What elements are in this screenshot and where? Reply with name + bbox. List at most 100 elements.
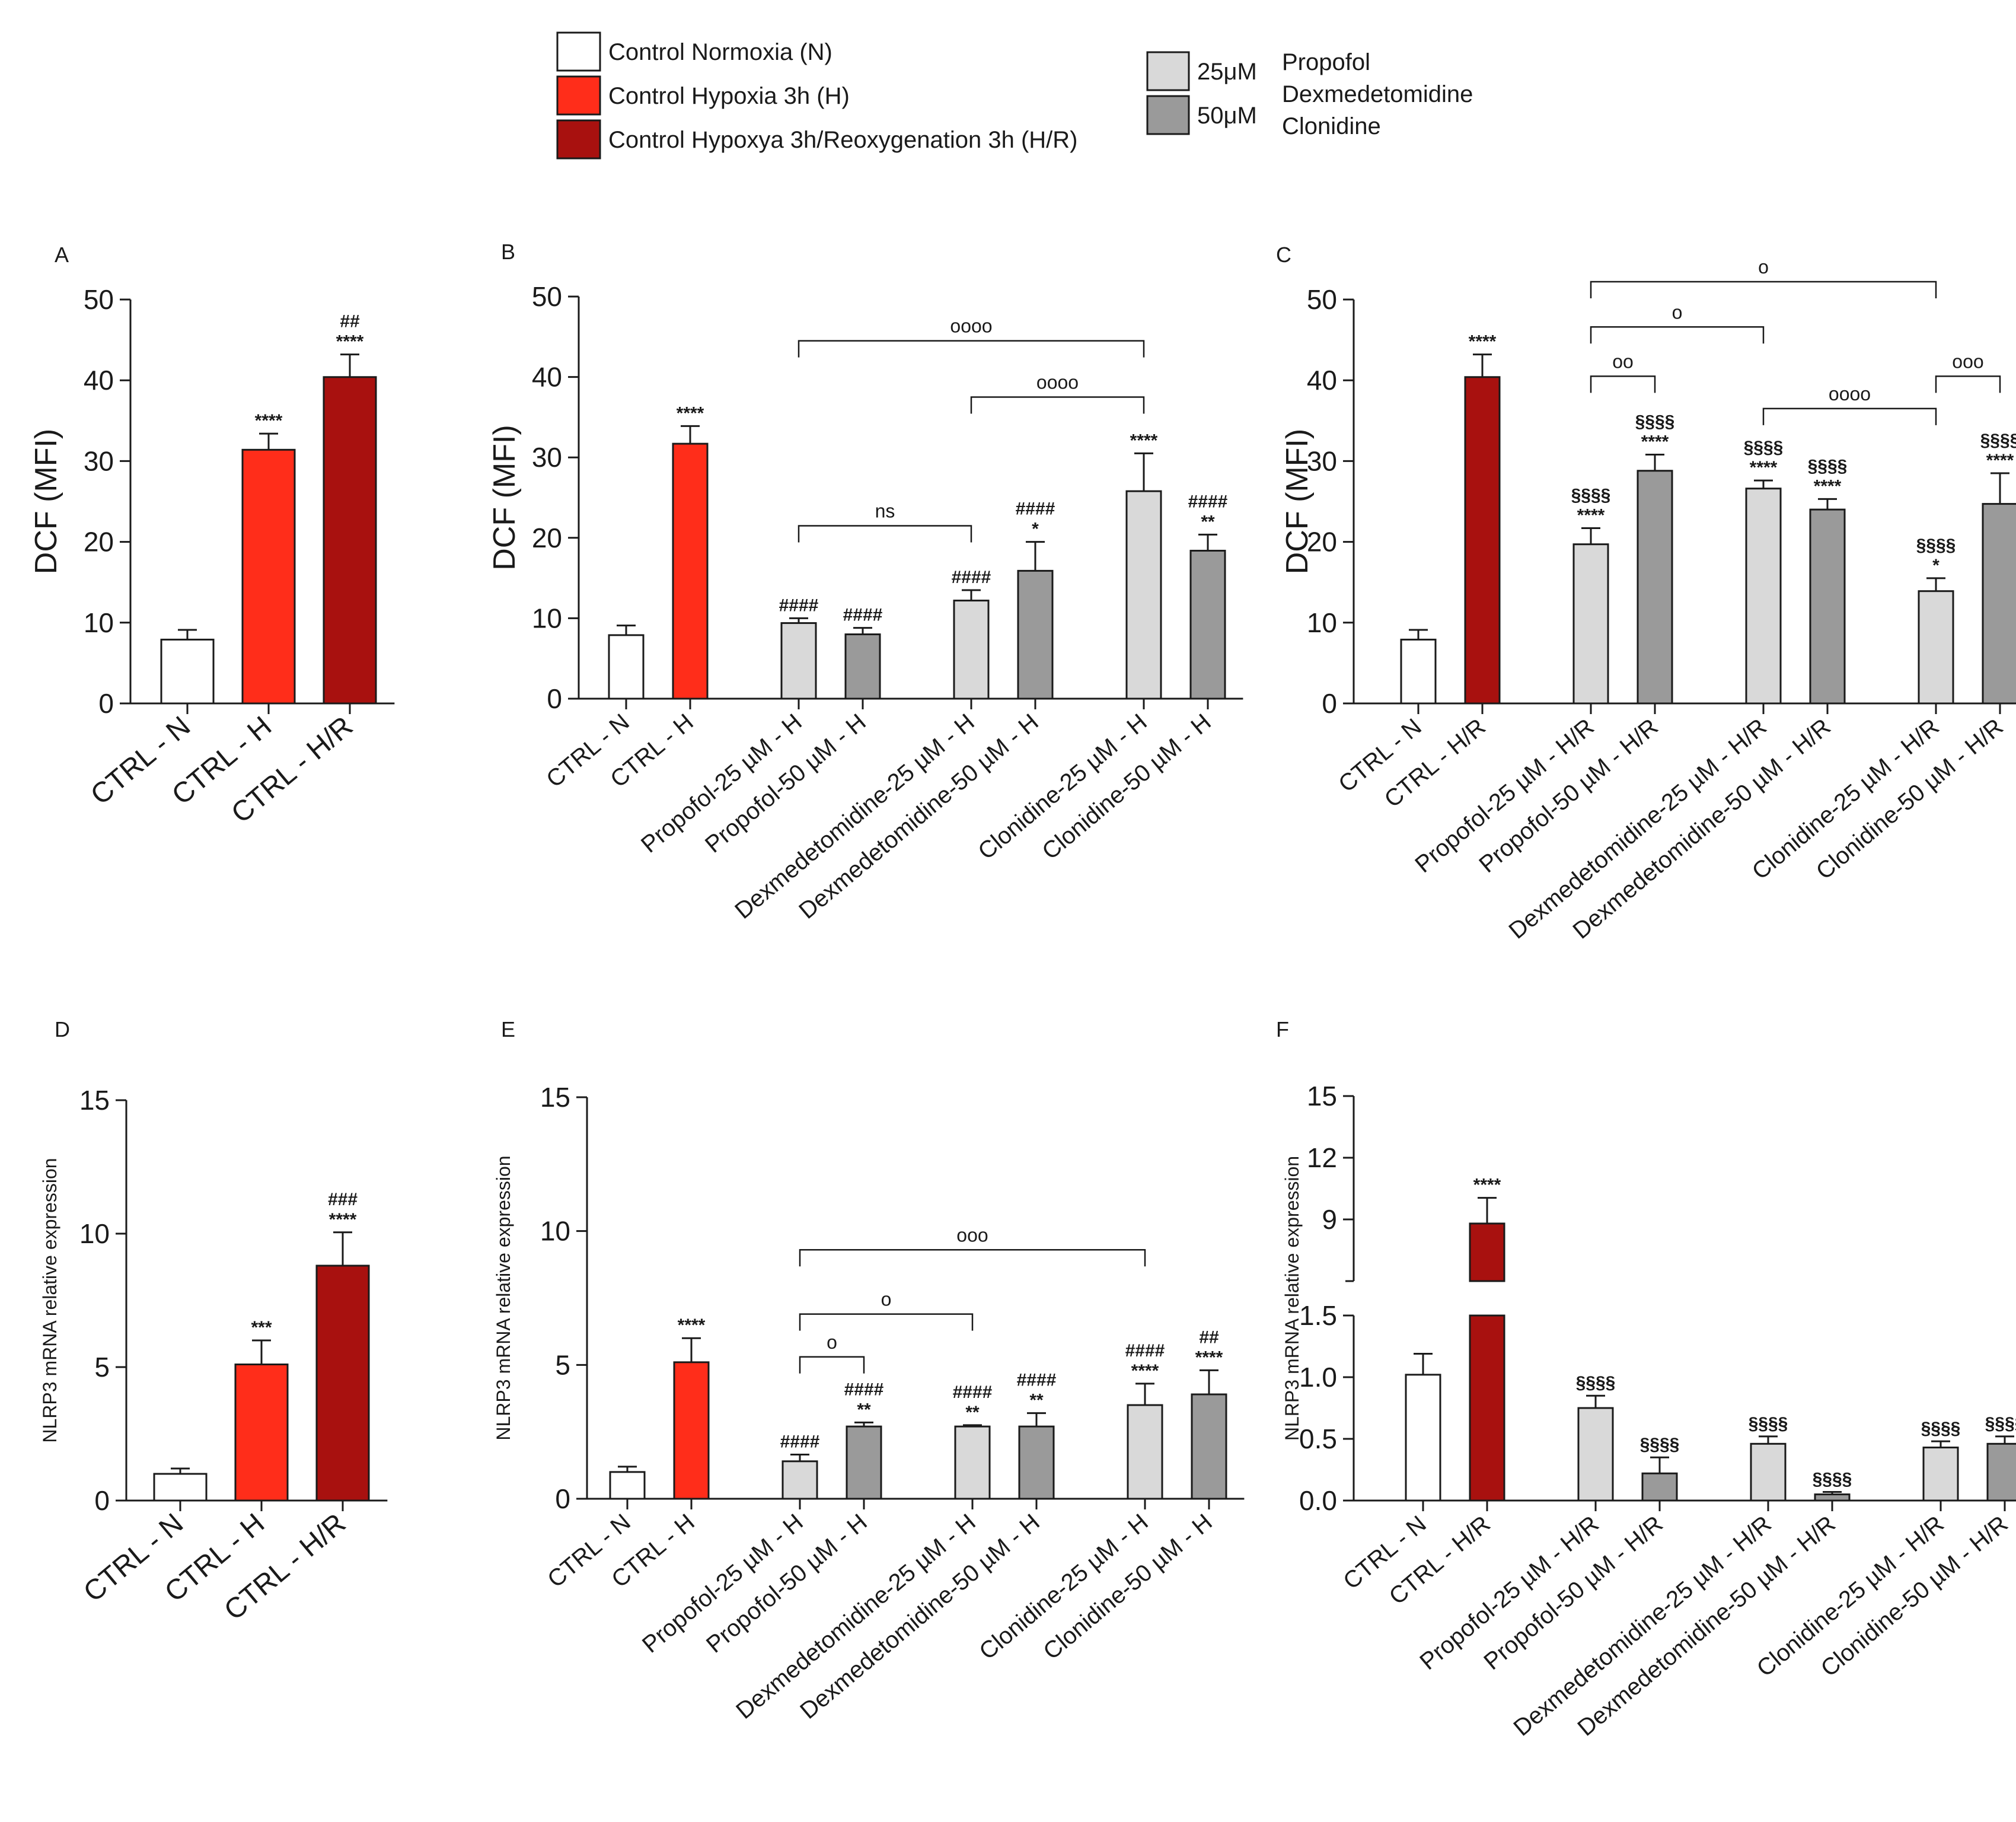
significance-label: ****	[1130, 431, 1158, 450]
y-tick-label: 10	[540, 1216, 570, 1247]
significance-label: ****	[678, 1315, 706, 1335]
significance-label: §§§§	[1640, 1435, 1680, 1454]
y-axis-label: DCF (MFI)	[487, 425, 522, 570]
bar	[609, 1471, 646, 1500]
y-tick-label: 30	[532, 442, 562, 473]
legend: Control Normoxia (N) Control Hypoxia 3h (…	[556, 31, 1473, 160]
bar	[241, 448, 296, 705]
y-axis-label: DCF (MFI)	[29, 429, 63, 574]
y-tick-label: 15	[540, 1082, 570, 1113]
significance-label: ###	[328, 1190, 358, 1209]
significance-label: **	[1029, 1391, 1044, 1410]
y-tick-label: 0	[555, 1483, 570, 1514]
significance-label: ####	[843, 606, 883, 625]
significance-label: ****	[1131, 1361, 1159, 1381]
y-tick-label: 20	[1307, 527, 1337, 558]
significance-label: **	[965, 1403, 980, 1422]
significance-label: ##	[1199, 1327, 1219, 1347]
bar	[323, 376, 377, 705]
y-tick-label: 0.0	[1299, 1485, 1337, 1516]
significance-label: **	[1201, 512, 1215, 531]
bracket-label: ns	[875, 500, 895, 521]
legend-drug-dexmedetomidine: Dexmedetomidine	[1282, 81, 1473, 107]
y-tick-label: 15	[79, 1085, 110, 1116]
bracket-label: oooo	[950, 316, 992, 337]
significance-label: §§§§	[1635, 412, 1675, 432]
significance-label: ****	[1577, 505, 1605, 525]
significance-label: §§§§	[1921, 1419, 1961, 1438]
significance-label: *	[1032, 520, 1039, 539]
bar	[1637, 470, 1673, 705]
panel-letter: A	[55, 243, 69, 267]
y-tick-label: 20	[84, 527, 114, 558]
y-axis-label: NLRP3 mRNA relative expression	[1281, 1156, 1303, 1441]
comparison-bracket	[1762, 407, 1937, 425]
y-tick-label: 9	[1322, 1204, 1337, 1235]
y-tick-label: 1.5	[1299, 1300, 1337, 1331]
significance-label: ***	[251, 1318, 272, 1337]
y-tick-label: 0	[1322, 688, 1337, 719]
significance-label: ####	[1017, 1371, 1057, 1390]
comparison-bracket	[799, 1249, 1146, 1267]
bar	[1400, 638, 1437, 705]
comparison-bracket	[1935, 375, 2001, 393]
bar	[1982, 503, 2016, 705]
y-tick-label: 10	[532, 603, 562, 633]
legend-drug-propofol: Propofol	[1282, 49, 1370, 75]
legend-swatch-HR	[556, 119, 601, 160]
significance-label: §§§§	[1813, 1469, 1852, 1489]
bar-upper	[1469, 1222, 1505, 1282]
significance-label: ####	[1188, 492, 1228, 511]
panel-letter: B	[501, 240, 515, 264]
comparison-bracket	[970, 396, 1145, 414]
significance-label: ####	[844, 1380, 884, 1399]
bar	[1405, 1374, 1441, 1502]
bar	[234, 1364, 289, 1502]
bar	[1814, 1493, 1851, 1502]
bar	[1127, 1404, 1163, 1500]
significance-label: ##	[340, 312, 360, 332]
comparison-bracket	[798, 525, 972, 543]
significance-label: ####	[953, 1383, 993, 1402]
y-tick-label: 10	[1307, 607, 1337, 638]
y-tick-label: 50	[84, 284, 114, 315]
significance-label: §§§§	[1744, 438, 1784, 457]
y-axis-label: NLRP3 mRNA relative expression	[493, 1155, 514, 1440]
y-tick-label: 10	[79, 1218, 110, 1249]
significance-label: §§§§	[1980, 431, 2016, 450]
legend-label-H: Control Hypoxia 3h (H)	[608, 83, 850, 109]
bracket-label: o	[881, 1289, 892, 1310]
y-tick-label: 30	[84, 445, 114, 476]
bar	[1809, 508, 1846, 705]
bar	[1641, 1472, 1678, 1502]
bar	[780, 622, 817, 700]
bar	[1017, 569, 1054, 700]
significance-label: §§§§	[1808, 456, 1848, 476]
y-tick-label: 15	[1307, 1081, 1337, 1111]
significance-label: ****	[1195, 1348, 1223, 1367]
bar	[1189, 549, 1226, 700]
y-tick-label: 40	[532, 362, 562, 393]
bracket-label: o	[1758, 256, 1769, 278]
significance-label: ****	[255, 411, 283, 431]
legend-label-c50: 50μM	[1197, 103, 1257, 129]
significance-label: ####	[1125, 1341, 1165, 1361]
bar	[160, 638, 215, 705]
legend-label-N: Control Normoxia (N)	[608, 39, 832, 65]
panel-letter: C	[1276, 243, 1291, 267]
bar	[781, 1460, 818, 1500]
y-tick-label: 50	[1307, 284, 1337, 315]
y-tick-label: 10	[84, 607, 114, 638]
y-tick-label: 5	[555, 1349, 570, 1380]
significance-label: ####	[1016, 499, 1055, 519]
bracket-label: o	[1672, 301, 1683, 323]
comparison-bracket	[798, 340, 1145, 358]
significance-label: §§§§	[1576, 1373, 1616, 1393]
significance-label: **	[857, 1400, 871, 1419]
